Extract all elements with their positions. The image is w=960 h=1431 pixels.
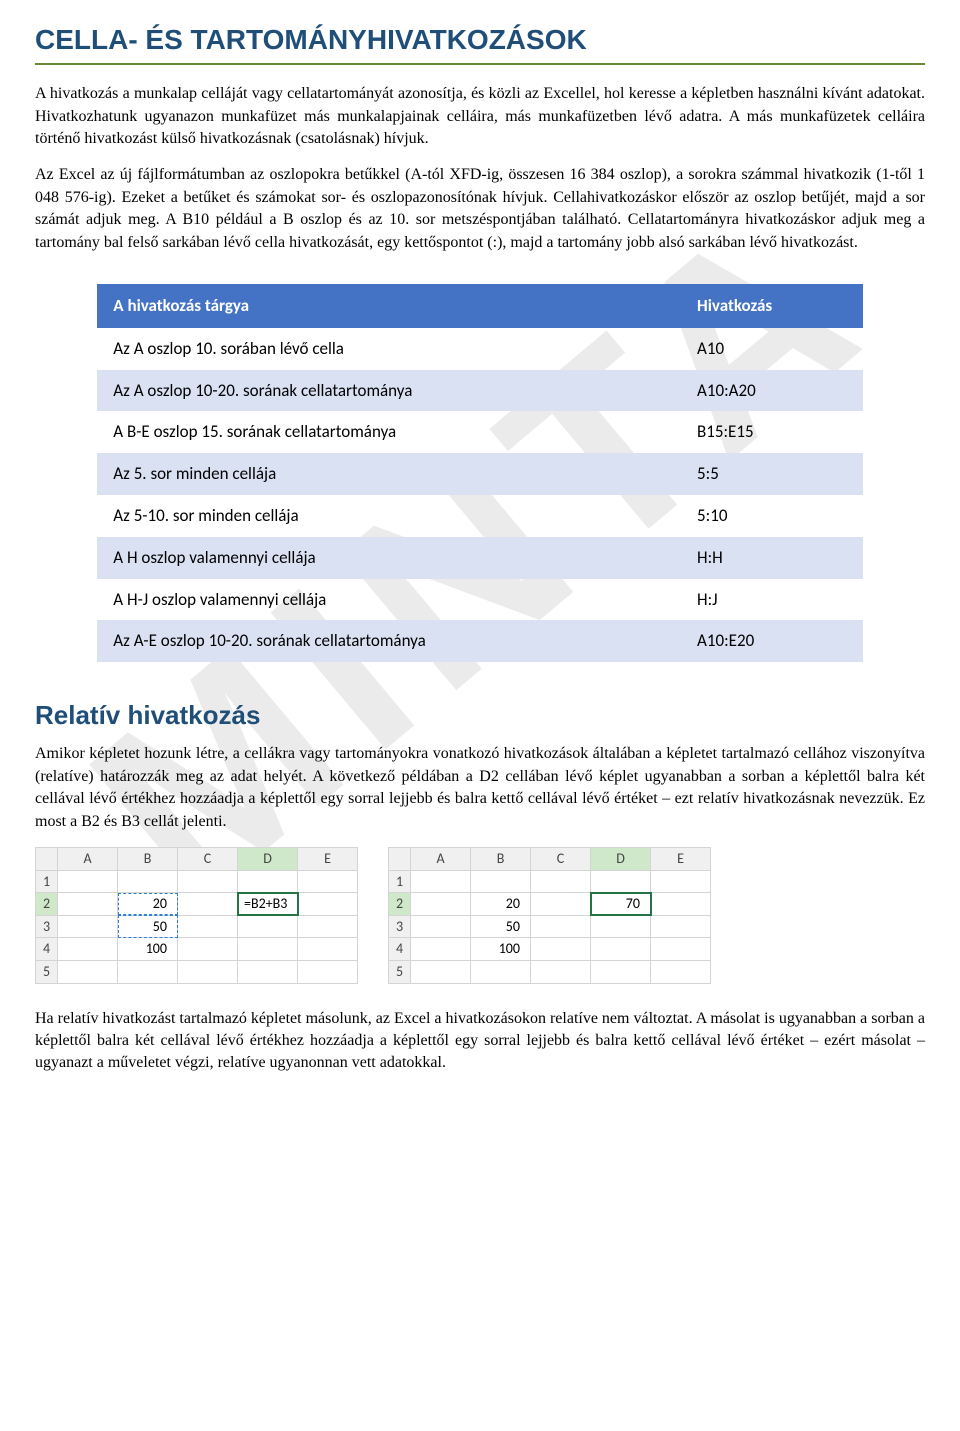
paragraph-3: Amikor képletet hozunk létre, a cellákra… [35,743,925,833]
cell-b4: 100 [118,938,178,961]
table-header-ref: Hivatkozás [681,284,863,328]
col-header: A [411,848,471,871]
row-header: 3 [389,915,411,938]
col-header: A [58,848,118,871]
cell-ref: 5:10 [681,495,863,537]
col-header: C [531,848,591,871]
page-title: CELLA- ÉS TARTOMÁNYHIVATKOZÁSOK [35,20,925,65]
table-row: Az A oszlop 10-20. sorának cellatartomán… [97,370,862,412]
excel-examples-row: A B C D E 1 2 20 =B2+B3 3 50 [35,847,925,984]
cell-target: A H-J oszlop valamennyi cellája [97,579,681,621]
cell-ref: H:J [681,579,863,621]
col-header: E [298,848,358,871]
row-header: 4 [389,938,411,961]
table-row: A H-J oszlop valamennyi cellája H:J [97,579,862,621]
cell-target: Az A oszlop 10-20. sorának cellatartomán… [97,370,681,412]
cell-b2: 20 [118,893,178,916]
excel-grid-right: A B C D E 1 2 20 70 3 50 [388,847,711,984]
row-header: 5 [36,961,58,984]
col-header: D [591,848,651,871]
excel-corner [389,848,411,871]
cell-target: A H oszlop valamennyi cellája [97,537,681,579]
table-row: A H oszlop valamennyi cellája H:H [97,537,862,579]
cell-ref: H:H [681,537,863,579]
cell-b3: 50 [471,915,531,938]
cell-b2: 20 [471,893,531,916]
cell-target: Az A oszlop 10. sorában lévő cella [97,328,681,370]
cell-ref: A10 [681,328,863,370]
cell-b4: 100 [471,938,531,961]
col-header: E [651,848,711,871]
section-subtitle: Relatív hivatkozás [35,697,925,733]
row-header: 1 [36,870,58,893]
row-header: 5 [389,961,411,984]
cell-target: Az 5. sor minden cellája [97,453,681,495]
cell-d2-value: 70 [591,893,651,916]
table-row: Az A oszlop 10. sorában lévő cella A10 [97,328,862,370]
table-header-target: A hivatkozás tárgya [97,284,681,328]
table-row: Az 5-10. sor minden cellája 5:10 [97,495,862,537]
row-header: 2 [36,893,58,916]
col-header: D [238,848,298,871]
row-header: 3 [36,915,58,938]
cell-d2-formula: =B2+B3 [238,893,298,916]
cell-ref: 5:5 [681,453,863,495]
paragraph-2: Az Excel az új fájlformátumban az oszlop… [35,164,925,254]
row-header: 2 [389,893,411,916]
col-header: B [118,848,178,871]
table-row: Az 5. sor minden cellája 5:5 [97,453,862,495]
cell-ref: A10:E20 [681,620,863,662]
cell-target: Az 5-10. sor minden cellája [97,495,681,537]
document-content: CELLA- ÉS TARTOMÁNYHIVATKOZÁSOK A hivatk… [35,20,925,1075]
cell-ref: A10:A20 [681,370,863,412]
table-row: Az A-E oszlop 10-20. sorának cellatartom… [97,620,862,662]
cell-ref: B15:E15 [681,411,863,453]
excel-corner [36,848,58,871]
row-header: 1 [389,870,411,893]
row-header: 4 [36,938,58,961]
cell-target: A B-E oszlop 15. sorának cellatartománya [97,411,681,453]
col-header: C [178,848,238,871]
reference-table: A hivatkozás tárgya Hivatkozás Az A oszl… [97,284,862,662]
cell-target: Az A-E oszlop 10-20. sorának cellatartom… [97,620,681,662]
cell-b3: 50 [118,915,178,938]
excel-grid-left: A B C D E 1 2 20 =B2+B3 3 50 [35,847,358,984]
col-header: B [471,848,531,871]
paragraph-4: Ha relatív hivatkozást tartalmazó képlet… [35,1008,925,1075]
paragraph-1: A hivatkozás a munkalap celláját vagy ce… [35,83,925,150]
table-row: A B-E oszlop 15. sorának cellatartománya… [97,411,862,453]
